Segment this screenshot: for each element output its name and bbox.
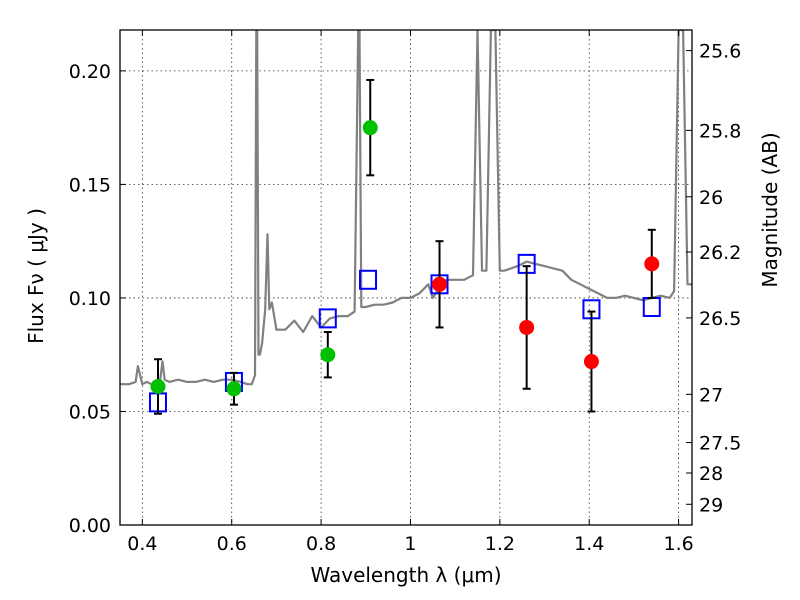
plot-area xyxy=(120,30,692,415)
model-square-point xyxy=(318,308,337,329)
data-point xyxy=(644,256,660,272)
right-tick-label: 27.5 xyxy=(699,433,741,455)
axes: 0.4 0.6 0.8 1 1.2 1.4 1.6 0.00 0.05 0.10 0.15 0.20 2… xyxy=(69,29,741,555)
y-tick-label: 0.10 xyxy=(69,288,111,310)
right-tick-label: 25.8 xyxy=(699,120,741,142)
y-axis-title: Flux Fν ( μJy ) xyxy=(24,208,48,344)
data-point xyxy=(150,378,166,394)
y-tick-label: 0.05 xyxy=(69,401,111,423)
right-tick-label: 29 xyxy=(699,494,723,516)
spectrum-line xyxy=(120,30,692,386)
x-tick-label: 1 xyxy=(404,533,416,555)
right-axis-title: Magnitude (AB) xyxy=(758,132,782,287)
data-point xyxy=(583,354,599,370)
right-tick-label: 26 xyxy=(699,187,723,209)
data-point xyxy=(519,319,535,335)
x-tick-label: 1.6 xyxy=(663,533,693,555)
x-axis-title: Wavelength λ (μm) xyxy=(310,563,501,587)
right-tick-label: 25.6 xyxy=(699,41,741,63)
model-square-point xyxy=(642,297,661,318)
x-tick-label: 0.6 xyxy=(217,533,247,555)
data-point xyxy=(362,120,378,136)
grid xyxy=(120,30,692,526)
y-tick-label: 0.15 xyxy=(69,174,111,196)
x-tick-label: 1.4 xyxy=(574,533,604,555)
plot-frame xyxy=(119,29,693,526)
model-square-point xyxy=(359,269,378,290)
right-tick-label: 28 xyxy=(699,463,723,485)
y-tick-label: 0.20 xyxy=(69,61,111,83)
x-tick-label: 1.2 xyxy=(485,533,515,555)
x-tick-label: 0.4 xyxy=(127,533,157,555)
y-tick-label: 0.00 xyxy=(69,515,111,537)
data-point xyxy=(320,347,336,363)
data-point xyxy=(432,276,448,292)
x-tick-label: 0.8 xyxy=(306,533,336,555)
data-point xyxy=(226,381,242,397)
right-tick-label: 26.2 xyxy=(699,242,741,264)
right-tick-label: 26.5 xyxy=(699,308,741,330)
right-tick-label: 27 xyxy=(699,384,723,406)
